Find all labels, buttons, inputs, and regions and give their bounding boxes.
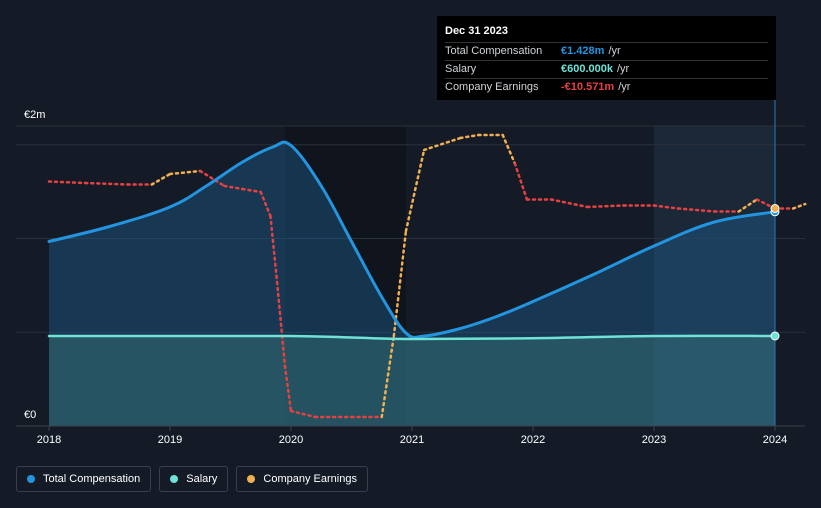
x-tick-label: 2018 (37, 434, 61, 446)
tooltip-value: €1.428m (561, 45, 605, 57)
tooltip-unit: /yr (608, 45, 621, 57)
legend: Total Compensation Salary Company Earnin… (16, 466, 368, 492)
forecast-highlight-band (654, 126, 775, 426)
earnings-segment (241, 187, 262, 194)
x-tick-label: 2023 (642, 434, 666, 446)
earnings-segment (791, 202, 807, 210)
legend-label: Company Earnings (263, 473, 357, 485)
tooltip-row-salary: Salary €600.000k /yr (445, 61, 768, 79)
earnings-segment (150, 172, 172, 186)
x-tick-label: 2019 (158, 434, 182, 446)
total-compensation-area (49, 142, 775, 426)
salary-mid-band (284, 126, 406, 426)
y-tick-label: €2m (24, 109, 45, 121)
y-tick-label: €0 (24, 409, 36, 421)
tooltip-label: Total Compensation (445, 45, 543, 57)
tooltip-label: Salary (445, 63, 477, 75)
legend-company-earnings[interactable]: Company Earnings (236, 466, 368, 492)
tooltip-label: Company Earnings (445, 81, 539, 93)
tooltip-row-earnings: Company Earnings -€10.571m /yr (445, 79, 768, 96)
earnings-segment (275, 274, 287, 368)
x-tick-label: 2021 (400, 434, 424, 446)
earnings-segment (676, 207, 716, 213)
earnings-segment (47, 180, 87, 185)
legend-dot-icon (170, 475, 179, 483)
earnings-segment (513, 162, 529, 201)
tooltip-unit: /yr (617, 63, 630, 75)
earnings-segment (404, 148, 426, 233)
legend-dot-icon (27, 475, 35, 483)
tooltip: Dec 31 2023 Total Compensation €1.428m /… (437, 16, 776, 100)
earnings-segment (737, 198, 759, 213)
legend-label: Salary (186, 473, 218, 485)
earnings-segment (223, 184, 244, 191)
legend-dot-icon (247, 475, 256, 483)
earnings-segment (283, 364, 293, 413)
legend-total-compensation[interactable]: Total Compensation (16, 466, 152, 492)
earnings-segment (84, 181, 129, 186)
earnings-segment (259, 190, 272, 218)
salary-line (47, 334, 777, 341)
salary-marker (770, 331, 780, 341)
tooltip-unit: /yr (618, 81, 631, 93)
x-tick-label: 2022 (521, 434, 545, 446)
earnings-segment (549, 198, 589, 209)
earnings-segment (586, 204, 625, 209)
earnings-segment (422, 136, 462, 152)
legend-salary[interactable]: Salary (159, 466, 229, 492)
earnings-segment (269, 214, 278, 278)
earnings-segment (501, 133, 517, 165)
tooltip-value: -€10.571m (561, 81, 615, 93)
earnings-segment (380, 334, 396, 419)
earnings-segment (652, 204, 680, 210)
total-compensation-line (47, 140, 777, 339)
company-earnings-marker (770, 204, 780, 213)
earnings-segment (168, 169, 202, 176)
x-tick-label: 2024 (763, 434, 787, 446)
earnings-segment (459, 133, 480, 140)
salary-area (49, 335, 775, 426)
x-tick-label: 2020 (279, 434, 303, 446)
tooltip-date: Dec 31 2023 (445, 24, 768, 43)
legend-label: Total Compensation (43, 473, 141, 485)
earnings-segment (199, 169, 226, 188)
tooltip-row-total: Total Compensation €1.428m /yr (445, 43, 768, 61)
tooltip-value: €600.000k (561, 63, 613, 75)
earnings-segment (289, 409, 317, 419)
